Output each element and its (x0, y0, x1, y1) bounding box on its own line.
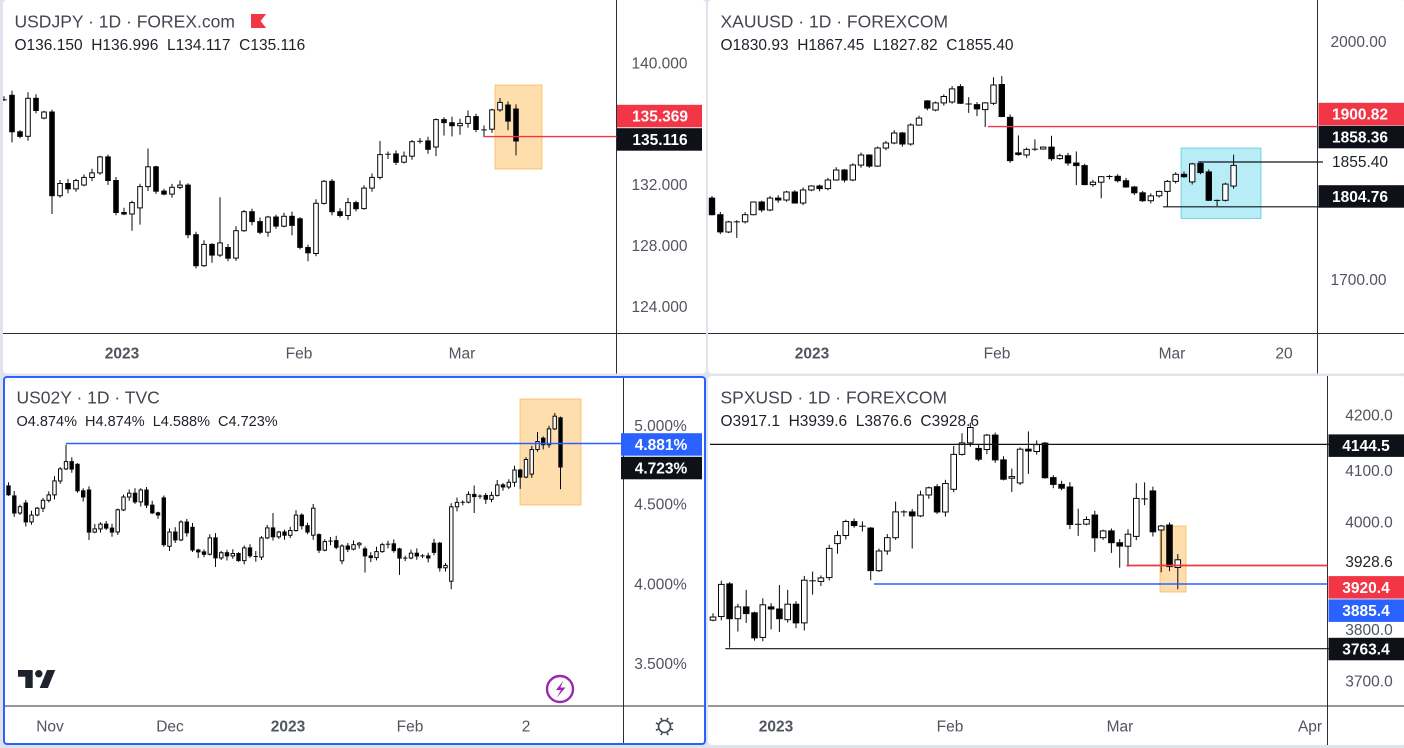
svg-text:O3917.1 H3939.6 L3876.6 C39: O3917.1 H3939.6 L3876.6 C3928.6 (721, 413, 980, 430)
svg-text:3920.4: 3920.4 (1342, 580, 1390, 597)
svg-text:Nov: Nov (36, 719, 64, 736)
svg-text:1855.40: 1855.40 (1332, 154, 1388, 171)
svg-text:O136.150 H136.996 L134.117: O136.150 H136.996 L134.117 C135.116 (15, 37, 306, 54)
svg-text:3700.0: 3700.0 (1345, 673, 1393, 690)
svg-text:4.723%: 4.723% (635, 461, 688, 478)
svg-text:US02Y · 1D · TVC: US02Y · 1D · TVC (17, 388, 160, 408)
svg-text:2: 2 (522, 719, 531, 736)
svg-text:Apr: Apr (1298, 719, 1322, 736)
svg-text:O4.874% H4.874% L4.588% C4.: O4.874% H4.874% L4.588% C4.723% (17, 414, 278, 430)
svg-text:3763.4: 3763.4 (1342, 642, 1390, 659)
svg-text:2000.00: 2000.00 (1330, 34, 1386, 51)
svg-text:Mar: Mar (449, 346, 476, 363)
svg-text:XAUUSD · 1D · FOREXCOM: XAUUSD · 1D · FOREXCOM (721, 12, 949, 32)
svg-text:140.000: 140.000 (631, 56, 687, 73)
svg-text:Dec: Dec (156, 719, 184, 736)
svg-text:3928.6: 3928.6 (1345, 554, 1392, 571)
svg-text:USDJPY · 1D · FOREX.com: USDJPY · 1D · FOREX.com (15, 12, 235, 32)
svg-text:SPXUSD · 1D · FOREXCOM: SPXUSD · 1D · FOREXCOM (721, 388, 948, 408)
svg-text:4.000%: 4.000% (634, 577, 687, 594)
svg-text:2023: 2023 (795, 346, 830, 363)
svg-text:135.369: 135.369 (632, 109, 688, 126)
svg-text:4100.0: 4100.0 (1345, 463, 1393, 480)
svg-text:Feb: Feb (286, 346, 313, 363)
svg-text:Mar: Mar (1159, 346, 1186, 363)
svg-text:124.000: 124.000 (631, 299, 687, 316)
svg-text:3.500%: 3.500% (634, 656, 687, 673)
svg-text:132.000: 132.000 (631, 177, 687, 194)
svg-text:135.116: 135.116 (632, 132, 688, 149)
svg-text:1858.36: 1858.36 (1332, 130, 1388, 147)
svg-text:1804.76: 1804.76 (1332, 189, 1388, 206)
svg-text:5.000%: 5.000% (634, 418, 687, 435)
svg-text:4000.0: 4000.0 (1345, 515, 1393, 532)
svg-text:Feb: Feb (937, 719, 964, 736)
svg-text:4.881%: 4.881% (635, 437, 688, 454)
svg-text:128.000: 128.000 (631, 238, 687, 255)
svg-text:3885.4: 3885.4 (1342, 603, 1390, 620)
svg-text:4.500%: 4.500% (634, 497, 687, 514)
svg-text:3800.0: 3800.0 (1345, 622, 1393, 639)
svg-text:Mar: Mar (1107, 719, 1134, 736)
svg-text:4200.0: 4200.0 (1345, 408, 1393, 425)
svg-text:1700.00: 1700.00 (1330, 272, 1386, 289)
svg-text:2023: 2023 (759, 719, 794, 736)
svg-text:4144.5: 4144.5 (1342, 438, 1390, 455)
svg-text:Feb: Feb (397, 719, 424, 736)
svg-text:2023: 2023 (271, 719, 306, 736)
svg-text:2023: 2023 (105, 346, 140, 363)
svg-text:O1830.93 H1867.45 L1827.82: O1830.93 H1867.45 L1827.82 C1855.40 (721, 37, 1014, 54)
svg-text:Feb: Feb (984, 346, 1011, 363)
svg-text:1900.82: 1900.82 (1332, 107, 1388, 124)
svg-text:20: 20 (1275, 346, 1293, 363)
